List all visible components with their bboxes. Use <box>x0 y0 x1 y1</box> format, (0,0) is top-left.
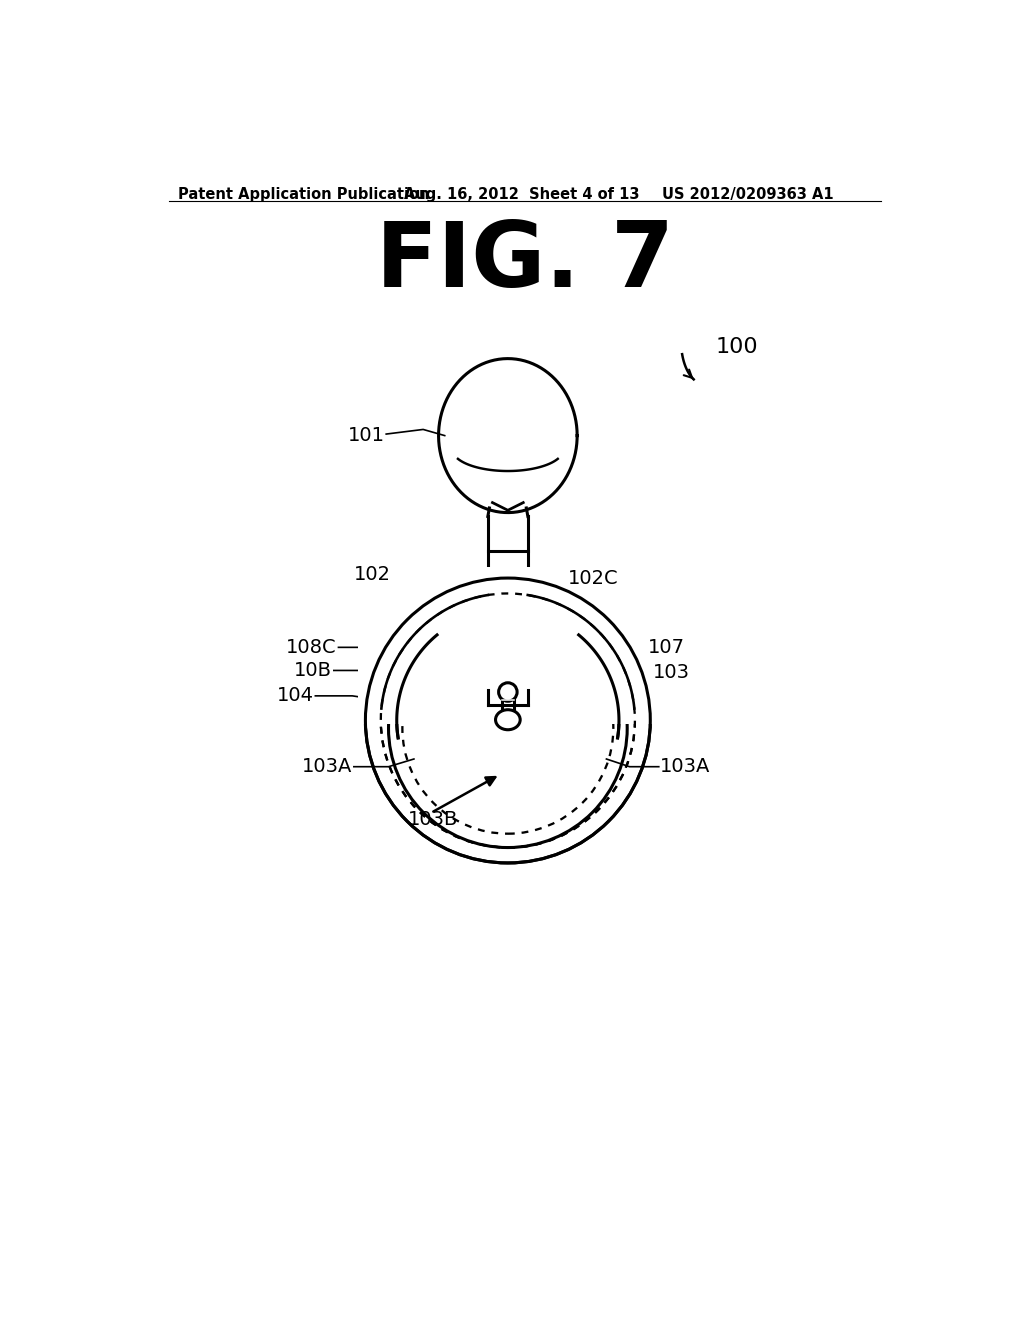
Text: 107: 107 <box>648 638 685 657</box>
Text: 104: 104 <box>276 686 313 705</box>
Circle shape <box>499 682 517 701</box>
Text: 103: 103 <box>652 663 689 682</box>
Text: 10B: 10B <box>294 661 333 680</box>
Text: Patent Application Publication: Patent Application Publication <box>178 187 430 202</box>
Bar <box>357 566 658 725</box>
Ellipse shape <box>496 710 520 730</box>
Text: 108C: 108C <box>287 638 337 657</box>
Text: US 2012/0209363 A1: US 2012/0209363 A1 <box>662 187 834 202</box>
Ellipse shape <box>486 682 529 737</box>
Text: 103A: 103A <box>302 758 352 776</box>
Text: FIG. 7: FIG. 7 <box>376 218 674 306</box>
Text: 101: 101 <box>348 426 385 445</box>
Text: 103A: 103A <box>660 758 711 776</box>
Text: 100: 100 <box>716 337 759 356</box>
Text: 102C: 102C <box>568 569 618 587</box>
Text: 103B: 103B <box>408 809 458 829</box>
Text: Aug. 16, 2012  Sheet 4 of 13: Aug. 16, 2012 Sheet 4 of 13 <box>403 187 639 202</box>
Text: 102: 102 <box>354 565 391 583</box>
